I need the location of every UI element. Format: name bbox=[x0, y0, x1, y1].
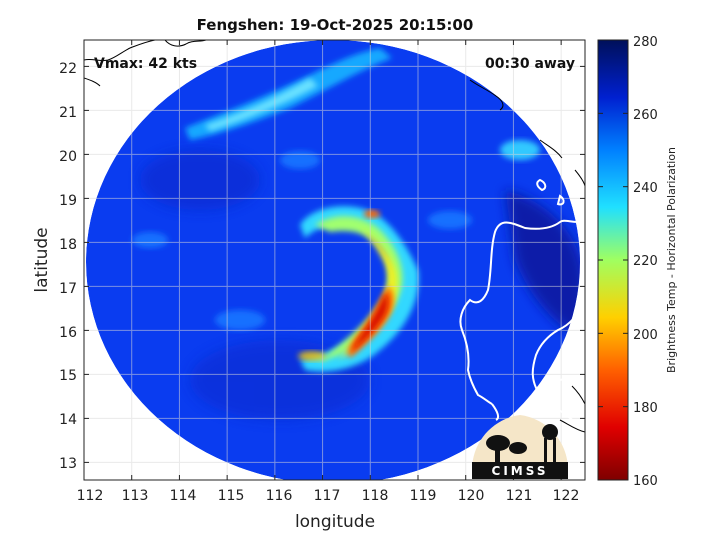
y-tick-label: 19 bbox=[59, 193, 77, 209]
x-tick-label: 120 bbox=[458, 488, 485, 504]
colorbar: 160 180 200 220 240 260 280 Brightness T… bbox=[597, 35, 678, 489]
x-tick-label: 122 bbox=[553, 488, 580, 504]
colorbar-tick-label: 180 bbox=[633, 401, 658, 416]
grid-lines bbox=[84, 40, 585, 480]
cimss-logo: CIMSS bbox=[472, 415, 568, 479]
x-tick-label: 113 bbox=[122, 488, 149, 504]
y-tick-label: 22 bbox=[59, 61, 77, 77]
y-axis: 13 14 15 16 17 18 19 20 21 22 latitude bbox=[32, 61, 585, 472]
x-tick-label: 121 bbox=[506, 488, 533, 504]
coastlines bbox=[459, 178, 585, 431]
colorbar-tick-label: 220 bbox=[633, 254, 658, 269]
colorbar-tick-label: 280 bbox=[633, 35, 658, 50]
x-tick-label: 115 bbox=[218, 488, 245, 504]
y-tick-label: 15 bbox=[59, 368, 77, 384]
logo-text: CIMSS bbox=[492, 464, 549, 478]
plot-frame bbox=[83, 39, 586, 481]
colorbar-tick-label: 160 bbox=[633, 474, 658, 489]
y-tick-label: 16 bbox=[59, 325, 77, 341]
colorbar-tick-label: 260 bbox=[633, 108, 658, 123]
x-axis: 112 113 114 115 116 117 118 119 120 121 … bbox=[77, 40, 580, 532]
x-tick-label: 118 bbox=[362, 488, 389, 504]
y-tick-label: 18 bbox=[59, 237, 77, 253]
vmax-annotation: Vmax: 42 kts bbox=[94, 56, 197, 72]
x-tick-label: 119 bbox=[410, 488, 437, 504]
y-tick-label: 13 bbox=[59, 456, 77, 472]
y-tick-label: 17 bbox=[59, 281, 77, 297]
map-plot-area bbox=[84, 40, 585, 480]
x-tick-label: 114 bbox=[170, 488, 197, 504]
y-tick-label: 21 bbox=[59, 105, 77, 121]
y-axis-label: latitude bbox=[32, 227, 52, 292]
x-tick-label: 117 bbox=[314, 488, 341, 504]
colorbar-tick-label: 240 bbox=[633, 181, 658, 196]
colorbar-tick-label: 200 bbox=[633, 328, 658, 343]
x-axis-label: longitude bbox=[295, 512, 375, 532]
colorbar-label: Brightness Temp - Horizontal Polarizatio… bbox=[665, 147, 678, 373]
x-tick-label: 112 bbox=[77, 488, 104, 504]
coastlines-land-outline bbox=[84, 40, 585, 433]
chart-title: Fengshen: 19-Oct-2025 20:15:00 bbox=[197, 16, 474, 34]
x-tick-label: 116 bbox=[266, 488, 293, 504]
y-tick-label: 14 bbox=[59, 412, 77, 428]
y-tick-label: 20 bbox=[59, 149, 77, 165]
time-away-annotation: 00:30 away bbox=[485, 56, 575, 72]
